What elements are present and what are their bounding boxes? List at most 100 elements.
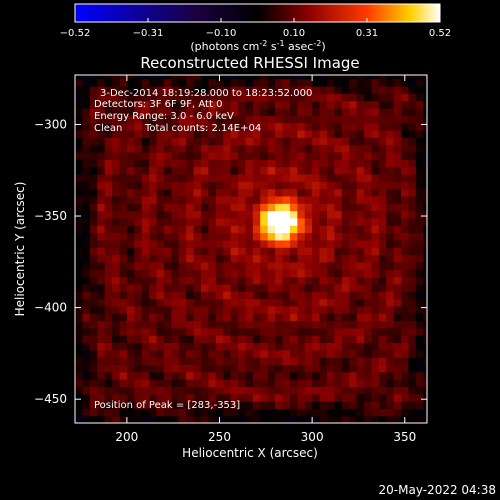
heatmap-cell: [423, 85, 427, 94]
chart-title: Reconstructed RHESSI Image: [140, 54, 359, 72]
heatmap-cell: [282, 371, 291, 380]
heatmap-cell: [163, 210, 172, 219]
heatmap-cell: [393, 225, 402, 234]
heatmap-cell: [275, 408, 284, 417]
heatmap-cell: [408, 93, 417, 102]
heatmap-cell: [356, 342, 365, 351]
heatmap-cell: [386, 225, 395, 234]
heatmap-cell: [119, 269, 128, 278]
heatmap-cell: [423, 261, 427, 270]
heatmap-cell: [230, 188, 239, 197]
heatmap-cell: [297, 261, 306, 270]
heatmap-cell: [371, 78, 380, 87]
heatmap-cell: [186, 269, 195, 278]
heatmap-cell: [149, 100, 158, 109]
heatmap-cell: [282, 305, 291, 314]
heatmap-cell: [82, 93, 91, 102]
heatmap-cell: [364, 107, 373, 116]
heatmap-cell: [415, 269, 424, 278]
heatmap-cell: [408, 173, 417, 182]
heatmap-cell: [230, 313, 239, 322]
heatmap-cell: [252, 181, 261, 190]
heatmap-cell: [89, 261, 98, 270]
heatmap-cell: [371, 225, 380, 234]
heatmap-cell: [75, 408, 84, 417]
heatmap-cell: [119, 122, 128, 131]
heatmap-cell: [89, 195, 98, 204]
heatmap-cell: [238, 342, 247, 351]
heatmap-cell: [297, 357, 306, 365]
heatmap-cell: [349, 298, 358, 307]
heatmap-cell: [319, 122, 328, 131]
heatmap-cell: [408, 379, 417, 387]
heatmap-cell: [364, 129, 373, 138]
heatmap-cell: [393, 379, 402, 387]
heatmap-cell: [141, 283, 150, 292]
heatmap-cell: [275, 335, 284, 344]
heatmap-cell: [364, 144, 373, 153]
heatmap-cell: [119, 298, 128, 307]
heatmap-cell: [223, 247, 232, 256]
heatmap-cell: [297, 75, 306, 80]
heatmap-cell: [297, 298, 306, 307]
heatmap-cell: [97, 254, 106, 263]
heatmap-cell: [267, 173, 276, 182]
heatmap-cell: [349, 203, 358, 212]
heatmap-cell: [282, 166, 291, 175]
heatmap-cell: [89, 342, 98, 351]
heatmap-cell: [126, 320, 135, 329]
heatmap-cell: [364, 166, 373, 175]
heatmap-cell: [297, 335, 306, 344]
heatmap-cell: [356, 181, 365, 190]
heatmap-cell: [134, 357, 143, 365]
heatmap-cell: [423, 166, 427, 175]
heatmap-cell: [297, 115, 306, 124]
heatmap-cell: [104, 261, 113, 270]
heatmap-cell: [75, 195, 84, 204]
heatmap-cell: [364, 305, 373, 314]
heatmap-cell: [378, 173, 387, 182]
heatmap-cell: [304, 342, 313, 351]
heatmap-cell: [200, 129, 209, 138]
heatmap-cell: [252, 276, 261, 285]
heatmap-cell: [119, 401, 128, 409]
heatmap-cell: [423, 151, 427, 160]
heatmap-cell: [326, 335, 335, 344]
heatmap-cell: [141, 261, 150, 270]
heatmap-cell: [238, 298, 247, 307]
heatmap-cell: [415, 173, 424, 182]
heatmap-cell: [163, 408, 172, 417]
heatmap-cell: [134, 313, 143, 322]
heatmap-cell: [245, 151, 254, 160]
heatmap-cell: [282, 379, 291, 387]
heatmap-cell: [275, 357, 284, 365]
heatmap-cell: [326, 327, 335, 336]
heatmap-cell: [252, 129, 261, 138]
heatmap-cell: [386, 195, 395, 204]
heatmap-cell: [297, 166, 306, 175]
heatmap-cell: [401, 232, 410, 241]
heatmap-cell: [401, 247, 410, 256]
heatmap-cell: [230, 151, 239, 160]
heatmap-cell: [297, 364, 306, 373]
heatmap-cell: [312, 269, 321, 278]
heatmap-cell: [408, 276, 417, 285]
heatmap-cell: [134, 173, 143, 182]
heatmap-cell: [126, 247, 135, 256]
heatmap-cell: [208, 379, 217, 387]
heatmap-cell: [119, 166, 128, 175]
heatmap-cell: [75, 364, 84, 373]
heatmap-cell: [297, 269, 306, 278]
heatmap-cell: [193, 181, 202, 190]
heatmap-cell: [200, 415, 209, 423]
heatmap-cell: [112, 129, 121, 138]
heatmap-cell: [134, 188, 143, 197]
heatmap-cell: [393, 298, 402, 307]
heatmap-cell: [119, 225, 128, 234]
heatmap-cell: [401, 283, 410, 292]
heatmap-cell: [215, 100, 224, 109]
heatmap-cell: [75, 276, 84, 285]
heatmap-cell: [156, 181, 165, 190]
heatmap-cell: [371, 159, 380, 168]
heatmap-cell: [134, 107, 143, 116]
